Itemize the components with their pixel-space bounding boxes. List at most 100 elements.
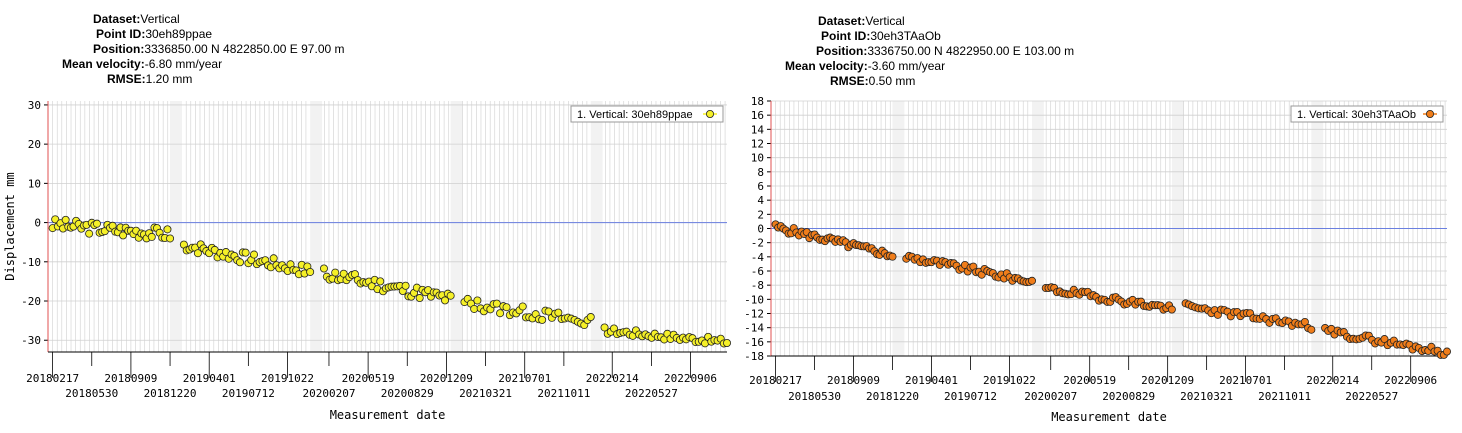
x-tick-label: 20190712 (944, 390, 997, 403)
legend-box (570, 105, 724, 123)
data-point (1167, 305, 1176, 314)
mean-velocity-value: -6.80 mm/year (144, 57, 223, 71)
position-label: Position: (93, 42, 145, 56)
x-tick-label: 20211011 (1258, 390, 1311, 403)
data-point (331, 268, 340, 277)
data-point (163, 225, 172, 234)
data-point (496, 309, 505, 318)
data-point (193, 249, 202, 258)
legend-marker (706, 110, 715, 119)
y-tick-label: 4 (757, 194, 764, 207)
data-point (250, 250, 259, 259)
data-point (119, 231, 128, 240)
x-tick-label: 20200207 (302, 387, 355, 400)
point-id-value: 30eh89ppae (145, 27, 213, 41)
x-tick-label: 20200207 (1024, 390, 1077, 403)
y-axis-title: Displacement mm (3, 172, 17, 280)
dataset-label: Dataset: (818, 14, 866, 28)
y-tick-label: 8 (757, 166, 764, 179)
data-point (538, 315, 547, 324)
x-tick-label: 20180530 (788, 390, 841, 403)
series-points (48, 215, 732, 348)
x-tick-label: 20180217 (749, 374, 802, 387)
data-point (306, 267, 315, 276)
chart-panel-left: Dataset:Vertical Point ID:30eh89ppae Pos… (3, 12, 732, 422)
y-tick-label: 0 (757, 223, 764, 236)
data-point (723, 338, 732, 347)
x-tick-label: 20190401 (905, 374, 958, 387)
x-tick-label: 20220906 (664, 372, 717, 385)
y-tick-label: -14 (744, 322, 764, 335)
y-tick-label: 14 (751, 123, 765, 136)
data-point (586, 313, 595, 322)
legend-marker (1426, 110, 1435, 119)
point-id-label: Point ID: (821, 29, 871, 43)
x-tick-label: 20200829 (1102, 390, 1155, 403)
y-tick-label: -10 (21, 256, 41, 269)
x-tick-label: 20200519 (1063, 374, 1116, 387)
data-point (518, 302, 527, 311)
data-point (376, 277, 385, 286)
legend-label: 1. Vertical: 30eh3TAaOb (1297, 109, 1416, 121)
plot-area (48, 101, 727, 352)
y-tick-label: 10 (28, 177, 41, 190)
y-tick-label: -4 (751, 251, 765, 264)
y-tick-label: -8 (751, 279, 764, 292)
y-tick-label: -16 (744, 336, 764, 349)
x-tick-label: 20190712 (222, 387, 275, 400)
x-tick-label: 20210701 (498, 372, 551, 385)
data-point (1380, 335, 1389, 344)
data-point (61, 215, 70, 224)
data-point (502, 303, 511, 312)
x-tick-label: 20190401 (183, 372, 236, 385)
x-tick-label: 20210321 (459, 387, 512, 400)
x-tick-label: 20180530 (65, 387, 118, 400)
y-tick-label: -18 (744, 350, 764, 363)
data-point (1307, 325, 1316, 334)
data-point (166, 234, 175, 243)
data-point (147, 232, 156, 241)
x-tick-label: 20200519 (342, 372, 395, 385)
position-label: Position: (816, 44, 868, 58)
x-axis-title: Measurement date (330, 408, 446, 422)
x-tick-label: 20220527 (1345, 390, 1398, 403)
data-point (600, 323, 609, 332)
y-tick-label: 2 (757, 208, 764, 221)
x-tick-label: 20220214 (586, 372, 639, 385)
dataset-value: Vertical (865, 14, 905, 28)
mean-velocity-value: -3.60 mm/year (867, 59, 946, 73)
y-tick-label: -2 (751, 237, 764, 250)
x-tick-label: 20220527 (625, 387, 678, 400)
data-point (401, 281, 410, 290)
position-value: 3336850.00 N 4822850.00 E 97.00 m (144, 42, 345, 56)
x-tick-label: 20180217 (26, 372, 79, 385)
x-tick-label: 20210701 (1219, 374, 1272, 387)
legend-label: 1. Vertical: 30eh89ppae (577, 109, 693, 121)
position-value: 3336750.00 N 4822950.00 E 103.00 m (867, 44, 1075, 58)
y-tick-label: -30 (21, 334, 41, 347)
point-id-label: Point ID: (96, 27, 146, 41)
x-tick-label: 20180909 (827, 374, 880, 387)
y-tick-label: 0 (34, 217, 41, 230)
x-tick-label: 20181220 (144, 387, 197, 400)
data-point (241, 248, 250, 257)
displacement-chart-left: 30 20 10 0 -10 -20 -30 20180217 20180909 20190401… (3, 99, 732, 422)
point-id-value: 30eh3TAaOb (870, 29, 941, 43)
y-tick-label: 16 (751, 109, 764, 122)
acquisition-gap (450, 101, 463, 352)
x-tick-label: 20220214 (1306, 374, 1359, 387)
y-tick-label: 18 (751, 95, 764, 108)
x-tick-label: 20191022 (983, 374, 1036, 387)
mean-velocity-label: Mean velocity: (62, 57, 145, 71)
chart-panel-right: Dataset:Vertical Point ID:30eh3TAaOb Pos… (731, 0, 1462, 433)
data-point (1443, 347, 1452, 356)
point-info: Dataset:Vertical Point ID:30eh3TAaOb Pos… (785, 14, 1074, 89)
x-tick-label: 20191022 (261, 372, 314, 385)
acquisition-gap (590, 101, 603, 352)
x-tick-label: 20201209 (420, 372, 473, 385)
data-point (319, 264, 328, 273)
y-tick-label: -6 (751, 265, 764, 278)
x-tick-label: 20210321 (1180, 390, 1233, 403)
dataset-label: Dataset: (93, 12, 141, 26)
